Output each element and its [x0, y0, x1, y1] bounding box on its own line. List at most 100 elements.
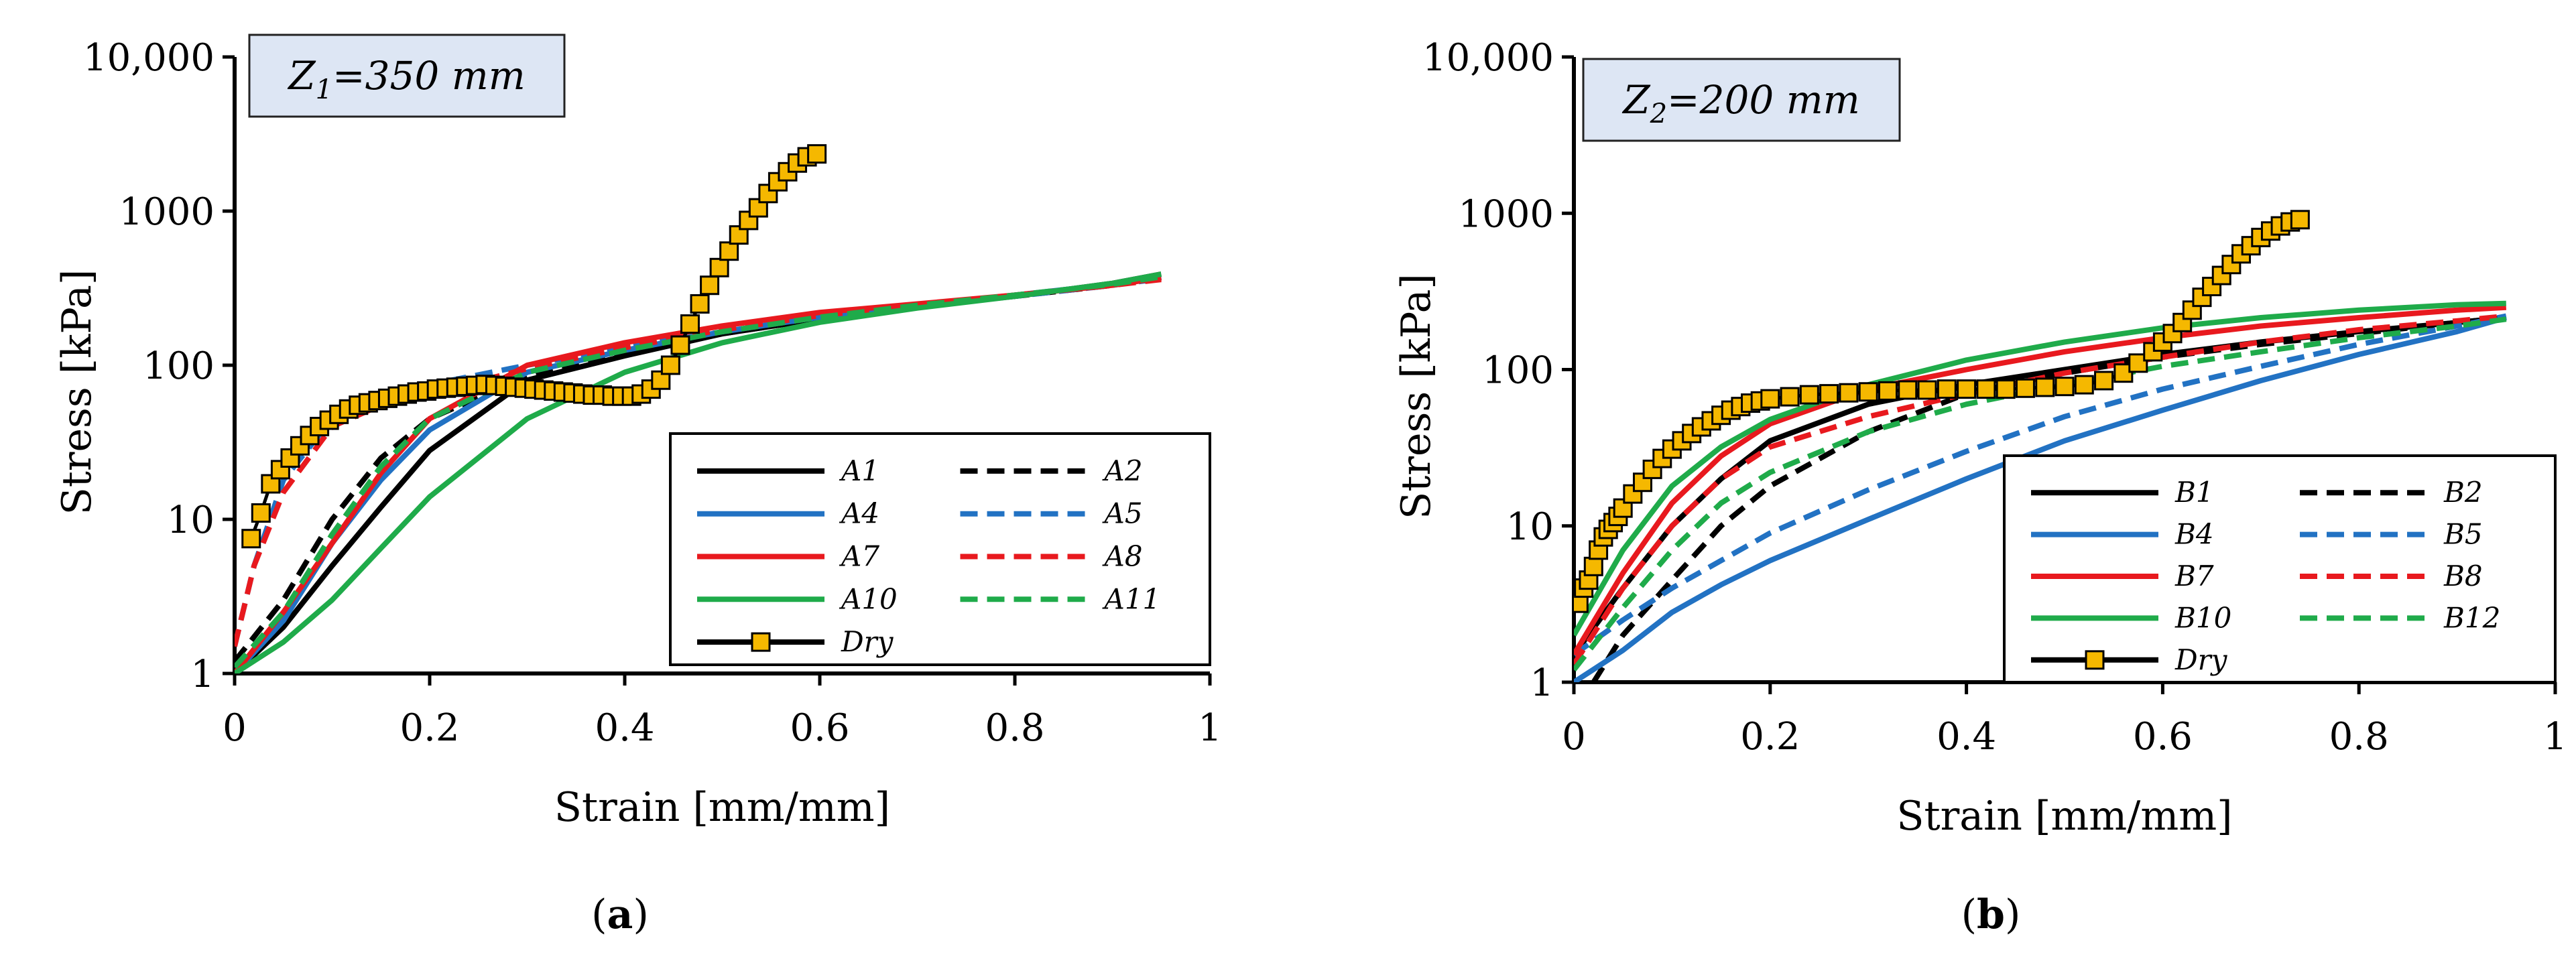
dry-marker	[1976, 379, 1996, 399]
dry-marker	[1937, 379, 1957, 399]
dry-marker	[1760, 389, 1780, 409]
dry-marker	[1642, 459, 1662, 479]
x-axis-label: Strain [mm/mm]	[554, 784, 890, 831]
x-axis-label: Strain [mm/mm]	[1896, 793, 2232, 840]
x-tick-label: 0.4	[595, 706, 654, 750]
legend-label-dry: Dry	[2174, 643, 2228, 676]
legend-label-b12: B12	[2443, 601, 2500, 634]
y-tick-label: 1000	[1458, 192, 1554, 236]
y-tick-label: 100	[143, 344, 214, 388]
legend-label-b2: B2	[2443, 476, 2483, 509]
dry-marker	[1996, 379, 2016, 399]
dry-marker	[241, 529, 261, 549]
dry-marker	[660, 355, 680, 375]
legend-label-b10: B10	[2174, 601, 2231, 634]
legend-label-a4: A4	[839, 497, 879, 530]
legend-dry-marker	[751, 632, 771, 652]
panel-a: 0 0.2 0.4 0.6 0.8 1 1 10 100 1000 10,000 Strain [mm…	[54, 34, 1222, 938]
x-tick-label: 0.6	[790, 706, 849, 750]
series-line-b12	[1574, 316, 2507, 671]
legend-label-b1: B1	[2174, 476, 2214, 509]
plot-area	[235, 144, 1162, 673]
dry-marker	[1878, 381, 1898, 401]
x-tick-label: 1	[1198, 706, 1222, 750]
panel-b: 0 0.2 0.4 0.6 0.8 1 1 10 100 1000 10,000 Strain [mm…	[1393, 36, 2567, 938]
legend-label-a5: A5	[1102, 497, 1143, 530]
dry-marker	[1839, 383, 1859, 403]
dry-marker	[729, 225, 749, 245]
dry-marker	[2094, 371, 2114, 391]
dry-marker	[1819, 384, 1839, 404]
dry-marker	[2211, 265, 2231, 285]
series-line-b10	[1574, 300, 2506, 637]
y-tick-label: 1000	[119, 190, 214, 234]
legend-label-a10: A10	[839, 582, 898, 615]
dry-marker	[1957, 379, 1977, 399]
dry-marker	[2015, 378, 2035, 398]
x-tick-label: 0.8	[985, 706, 1044, 750]
legend-label-b7: B7	[2174, 560, 2214, 592]
legend-label-b5: B5	[2443, 518, 2483, 551]
dry-marker	[329, 404, 349, 424]
legend-label-a1: A1	[839, 454, 879, 487]
annotation-text: Z1=350 mm	[287, 53, 526, 105]
y-tick-label: 10	[1506, 505, 1554, 549]
y-tick-label: 10,000	[83, 36, 214, 80]
legend-label-dry: Dry	[841, 625, 894, 658]
dry-marker	[1780, 387, 1800, 407]
dry-marker	[670, 335, 690, 355]
y-tick-label: 10,000	[1422, 36, 1554, 80]
y-tick-label: 1	[190, 653, 214, 696]
legend-dry-marker	[2085, 650, 2105, 670]
y-tick-label: 1	[1530, 661, 1554, 705]
x-tick-label: 0	[1562, 715, 1586, 759]
legend-label-b8: B8	[2443, 560, 2483, 592]
dry-marker	[700, 275, 720, 296]
plot-area	[1574, 210, 2507, 682]
dry-marker	[680, 314, 700, 334]
dry-marker	[1858, 382, 1878, 402]
dry-marker	[2074, 375, 2094, 395]
x-tick-label: 0.6	[2133, 715, 2193, 759]
legend-label-a8: A8	[1102, 540, 1143, 573]
x-tick-label: 0.2	[1740, 715, 1800, 759]
x-tick-label: 0.8	[2329, 715, 2389, 759]
y-tick-label: 10	[167, 499, 214, 542]
annotation-box	[1582, 58, 1901, 142]
dry-marker	[1799, 385, 1819, 405]
series-line-b7	[1574, 304, 2507, 656]
x-tick-label: 1	[2543, 715, 2567, 759]
series-line-b5	[1574, 313, 2507, 657]
dry-marker	[2035, 377, 2055, 397]
series-line-a11	[235, 274, 1162, 669]
panel-caption: (a)	[591, 891, 649, 938]
dry-marker	[270, 460, 290, 480]
series-line-b4	[1574, 315, 2507, 682]
dry-marker	[709, 257, 729, 277]
y-axis-label: Stress [kPa]	[1393, 273, 1440, 519]
dry-marker	[261, 474, 281, 494]
y-axis-label: Stress [kPa]	[54, 269, 101, 515]
legend-label-a7: A7	[839, 540, 879, 573]
y-tick-label: 100	[1482, 349, 1554, 393]
x-tick-label: 0.2	[400, 706, 459, 750]
x-tick-label: 0	[223, 706, 247, 750]
dry-marker	[1917, 380, 1937, 400]
legend-label-b4: B4	[2174, 518, 2214, 551]
dry-marker	[251, 503, 271, 523]
dry-marker	[1898, 380, 1918, 400]
panel-caption: (b)	[1961, 891, 2021, 938]
annotation-text: Z2=200 mm	[1621, 77, 1860, 129]
dry-marker	[719, 241, 739, 261]
annotation-box	[248, 34, 566, 118]
legend-label-a2: A2	[1102, 454, 1143, 487]
dry-marker	[280, 448, 300, 468]
legend-label-a11: A11	[1102, 582, 1161, 615]
x-tick-label: 0.4	[1937, 715, 1996, 759]
dry-marker	[2054, 377, 2075, 397]
dry-marker	[807, 144, 827, 164]
dry-marker	[690, 294, 710, 314]
dry-marker	[1583, 556, 1603, 576]
dry-marker	[2290, 210, 2310, 230]
